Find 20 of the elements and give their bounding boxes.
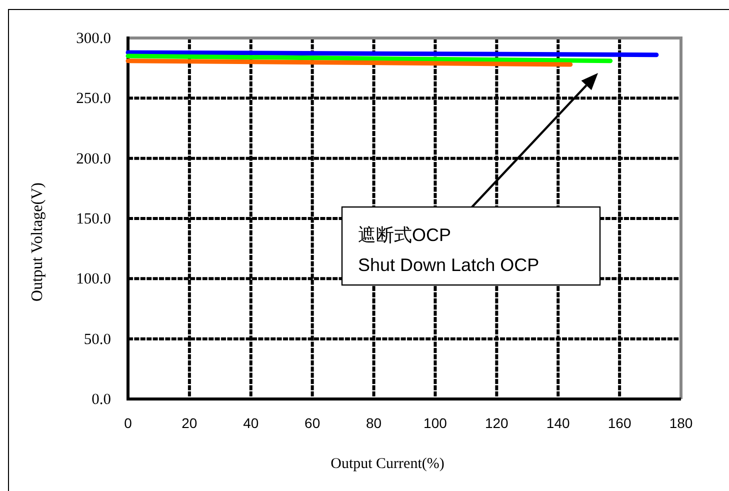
x-tick-label: 20 [182,415,198,431]
x-tick-label: 140 [546,415,570,431]
x-tick-label: 0 [124,415,132,431]
y-tick-label: 100.0 [76,270,111,288]
y-tick-label: 300.0 [76,30,111,47]
x-tick-label: 60 [304,415,320,431]
x-tick-label: 120 [484,415,508,431]
y-tick-label: 150.0 [76,210,111,228]
y-tick-label: 50.0 [84,330,111,348]
x-tick-label: 160 [608,415,632,431]
x-tick-label: 180 [669,415,693,431]
y-tick-label: 200.0 [76,150,111,168]
annotation-text: 遮断式OCP Shut Down Latch OCP [358,225,540,275]
y-axis-title: Output Voltage(V) [29,182,46,302]
x-tick-label: 100 [424,415,447,431]
x-tick-label: 80 [366,415,382,431]
y-tick-label: 0.0 [92,391,111,408]
x-tick-label: 40 [243,415,259,431]
y-tick-label: 250.0 [76,90,111,108]
x-axis-title: Output Current(%) [330,456,444,472]
